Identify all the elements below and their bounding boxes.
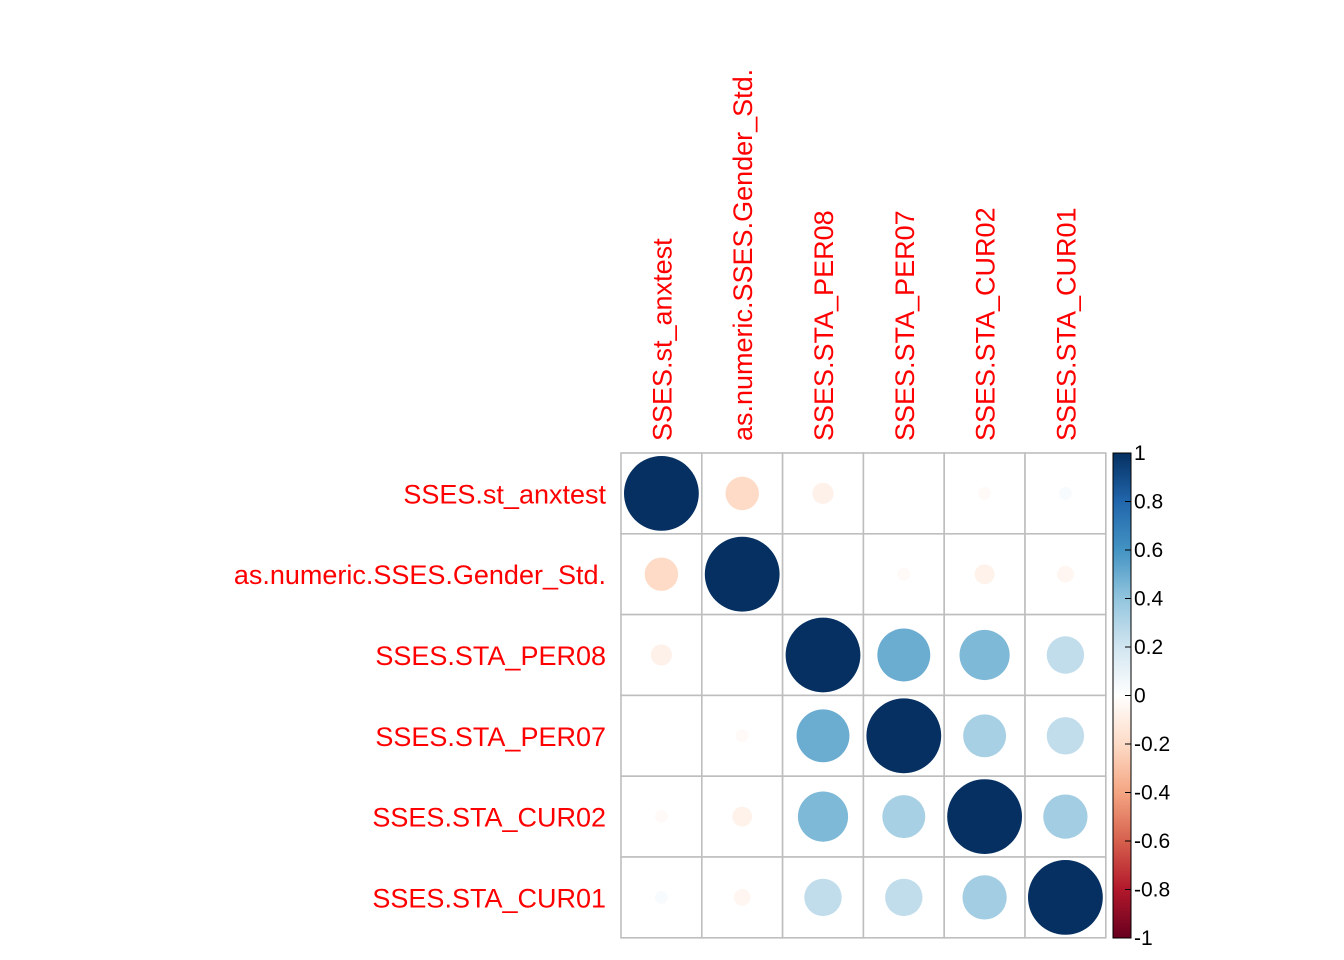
correlation-circle: [885, 878, 923, 917]
correlation-circle: [785, 617, 861, 693]
row-label: SSES.STA_CUR02: [372, 803, 606, 833]
row-label: as.numeric.SSES.Gender_Std.: [234, 560, 606, 590]
correlation-circle: [974, 564, 995, 585]
colorbar-tick-label: -0.2: [1134, 733, 1170, 756]
column-label: SSES.st_anxtest: [647, 238, 677, 441]
correlation-circle: [725, 476, 759, 511]
correlation-circle: [733, 889, 751, 906]
row-labels: SSES.st_anxtest as.numeric.SSES.Gender_St…: [234, 479, 607, 913]
colorbar-tick-label: 1: [1134, 442, 1146, 465]
correlation-circle: [1046, 636, 1085, 674]
correlation-circle: [1028, 860, 1103, 935]
correlation-circle: [1046, 717, 1085, 755]
correlation-circle: [1058, 486, 1072, 500]
grid-cell: [700, 775, 784, 858]
correlation-circle: [654, 890, 668, 904]
column-label: SSES.STA_CUR01: [1051, 207, 1081, 441]
grid-cell: [943, 613, 1026, 697]
colorbar-tick-label: -0.8: [1134, 879, 1170, 902]
grid-cell: [700, 613, 784, 697]
column-labels: SSES.st_anxtest as.numeric.SSES.Gender_St…: [647, 69, 1081, 441]
correlation-circle: [704, 536, 780, 612]
correlation-circle: [947, 779, 1022, 854]
correlation-circle: [959, 629, 1010, 681]
correlation-circle: [654, 810, 668, 824]
correlation-circle: [877, 628, 931, 682]
correlation-circle: [650, 644, 672, 666]
correlation-circle: [732, 806, 753, 827]
column-label: SSES.STA_PER08: [809, 210, 839, 441]
grid-cell: [620, 694, 703, 778]
column-label: as.numeric.SSES.Gender_Std.: [728, 69, 758, 441]
correlation-circles: [624, 456, 1103, 935]
correlation-circle: [1043, 794, 1088, 839]
correlation-circle: [978, 486, 992, 500]
correlation-circle: [963, 714, 1007, 758]
row-label: SSES.STA_CUR01: [372, 883, 606, 913]
column-label: SSES.STA_CUR02: [971, 207, 1001, 441]
colorbar-tick-label: -0.4: [1134, 782, 1171, 805]
row-label: SSES.st_anxtest: [403, 479, 606, 509]
correlation-circle: [797, 791, 849, 842]
column-label: SSES.STA_PER07: [890, 210, 920, 441]
grid-cell: [781, 532, 865, 616]
correlation-circle: [735, 729, 749, 743]
row-label: SSES.STA_PER07: [375, 722, 606, 752]
colorbar-tick-label: 0: [1134, 685, 1146, 708]
correlation-circle: [866, 698, 942, 774]
color-legend: 1 0.8 0.6 0.4 0.2 0 -0.2 -0.4 -0.6 -0.8 -1: [1112, 442, 1171, 950]
correlation-circle: [897, 567, 911, 581]
colorbar-tick-label: -1: [1134, 927, 1153, 950]
grid-cell: [862, 452, 946, 535]
colorbar-tick-label: 0.8: [1134, 491, 1163, 514]
correlation-circle: [804, 878, 842, 917]
correlation-circle: [644, 557, 679, 591]
correlation-circle: [1057, 565, 1074, 583]
colorbar-tick-label: -0.6: [1134, 830, 1170, 853]
correlation-circle: [962, 875, 1007, 920]
grid-cell: [862, 532, 946, 616]
colorbar-tick-label: 0.2: [1134, 636, 1163, 659]
row-label: SSES.STA_PER08: [375, 641, 606, 671]
correlation-circle: [796, 709, 850, 763]
correlation-circle: [812, 482, 834, 504]
correlation-circle: [624, 456, 699, 531]
colorbar-tick-label: 0.4: [1134, 588, 1164, 611]
correlation-circle: [882, 795, 926, 839]
colorbar-tick-label: 0.6: [1134, 539, 1163, 562]
grid: [620, 452, 1107, 939]
